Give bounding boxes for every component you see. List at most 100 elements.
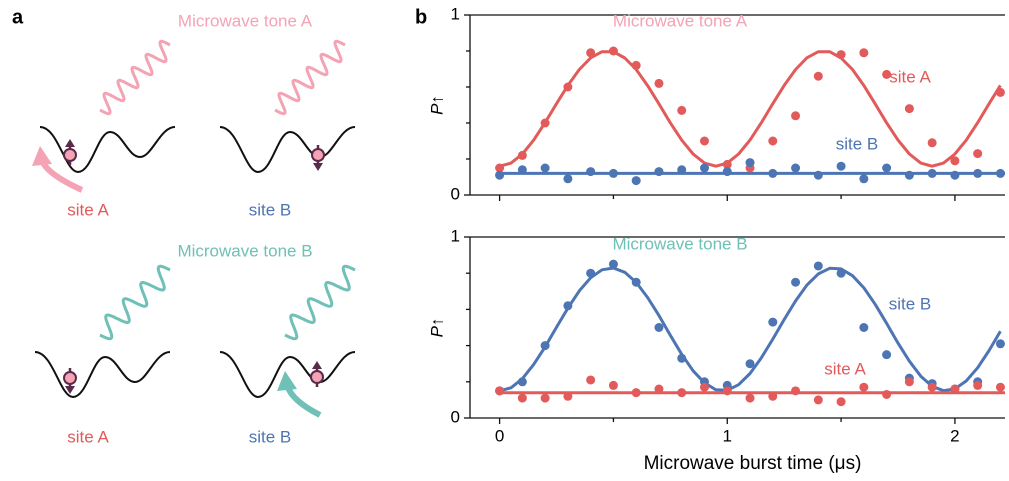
microwave (284, 264, 356, 341)
data-point (586, 268, 596, 278)
data-point (745, 158, 755, 168)
y-tick-label: 0 (451, 407, 460, 426)
fit-line (499, 50, 1002, 168)
spin-arrow-head (313, 163, 323, 171)
annotation: Microwave tone B (612, 234, 747, 253)
data-point (699, 163, 709, 173)
data-point (927, 382, 937, 392)
data-point (631, 60, 641, 70)
data-point (859, 323, 869, 332)
data-point (495, 163, 505, 173)
data-point (813, 170, 823, 180)
data-point (904, 377, 914, 387)
data-point (563, 82, 573, 92)
data-point (995, 382, 1005, 392)
site-label: site A (67, 200, 109, 219)
data-point (722, 386, 732, 396)
data-point (677, 165, 687, 175)
x-tick-label: 2 (950, 426, 959, 445)
data-point (973, 168, 983, 178)
data-point (495, 386, 505, 396)
data-point (745, 359, 755, 369)
x-tick-label: 1 (723, 426, 732, 445)
data-point (608, 46, 618, 56)
y-axis-label: P↑ (427, 95, 446, 115)
annotation: Microwave tone A (613, 11, 748, 30)
data-point (517, 393, 527, 403)
microwave (99, 264, 171, 341)
data-point (973, 380, 983, 390)
data-point (495, 170, 505, 180)
data-point (608, 259, 618, 269)
data-point (813, 261, 823, 271)
double-well (34, 351, 171, 399)
transfer-arrow (39, 158, 84, 193)
double-well (219, 126, 356, 174)
data-point (540, 118, 550, 128)
data-point (540, 341, 550, 351)
transfer-arrow-head (277, 371, 297, 391)
data-point (699, 136, 709, 146)
data-point (517, 377, 527, 387)
data-point (517, 165, 527, 175)
data-point (608, 380, 618, 390)
data-point (586, 375, 596, 385)
site-label: site A (67, 427, 109, 446)
data-point (882, 350, 892, 360)
data-point (904, 104, 914, 114)
data-point (677, 388, 687, 398)
data-point (768, 136, 778, 146)
microwave (99, 39, 171, 116)
annotation: site B (836, 134, 879, 153)
data-point (722, 167, 732, 177)
spin-arrow-head (312, 361, 322, 369)
data-point (995, 168, 1005, 178)
double-well (39, 126, 176, 174)
data-point (563, 391, 573, 401)
data-point (882, 389, 892, 399)
data-point (677, 353, 687, 363)
y-tick-label: 1 (451, 4, 460, 23)
data-point (791, 163, 801, 173)
data-point (699, 382, 709, 392)
y-tick-label: 0 (451, 184, 460, 203)
transfer-arrow-head (32, 146, 52, 166)
fit-line (499, 266, 1002, 393)
spin (310, 370, 324, 384)
annotation: site A (824, 359, 866, 378)
spin (63, 148, 77, 162)
microwave (274, 39, 346, 116)
data-point (631, 388, 641, 398)
spin-arrow-head (65, 386, 75, 394)
data-point (995, 87, 1005, 97)
data-point (836, 268, 846, 278)
data-point (791, 277, 801, 287)
data-point (904, 170, 914, 180)
data-point (586, 48, 596, 58)
annotation: site B (889, 294, 932, 313)
spin-arrow-head (65, 139, 75, 147)
data-point (882, 163, 892, 173)
data-point (973, 149, 983, 159)
data-point (950, 170, 960, 180)
data-point (586, 167, 596, 177)
tone-label: Microwave tone A (178, 11, 313, 30)
spin (311, 148, 325, 162)
data-point (540, 393, 550, 403)
data-point (608, 168, 618, 178)
data-point (768, 317, 778, 327)
site-label: site B (249, 427, 292, 446)
data-point (882, 69, 892, 79)
site-label: site B (249, 200, 292, 219)
data-point (563, 174, 573, 184)
panel-label: a (12, 6, 24, 28)
data-point (654, 167, 664, 177)
tone-label: Microwave tone B (177, 241, 312, 260)
data-point (563, 301, 573, 311)
data-point (950, 156, 960, 166)
data-point (927, 168, 937, 178)
panel-label: b (415, 6, 427, 28)
data-point (768, 391, 778, 401)
data-point (950, 384, 960, 394)
data-point (836, 397, 846, 407)
